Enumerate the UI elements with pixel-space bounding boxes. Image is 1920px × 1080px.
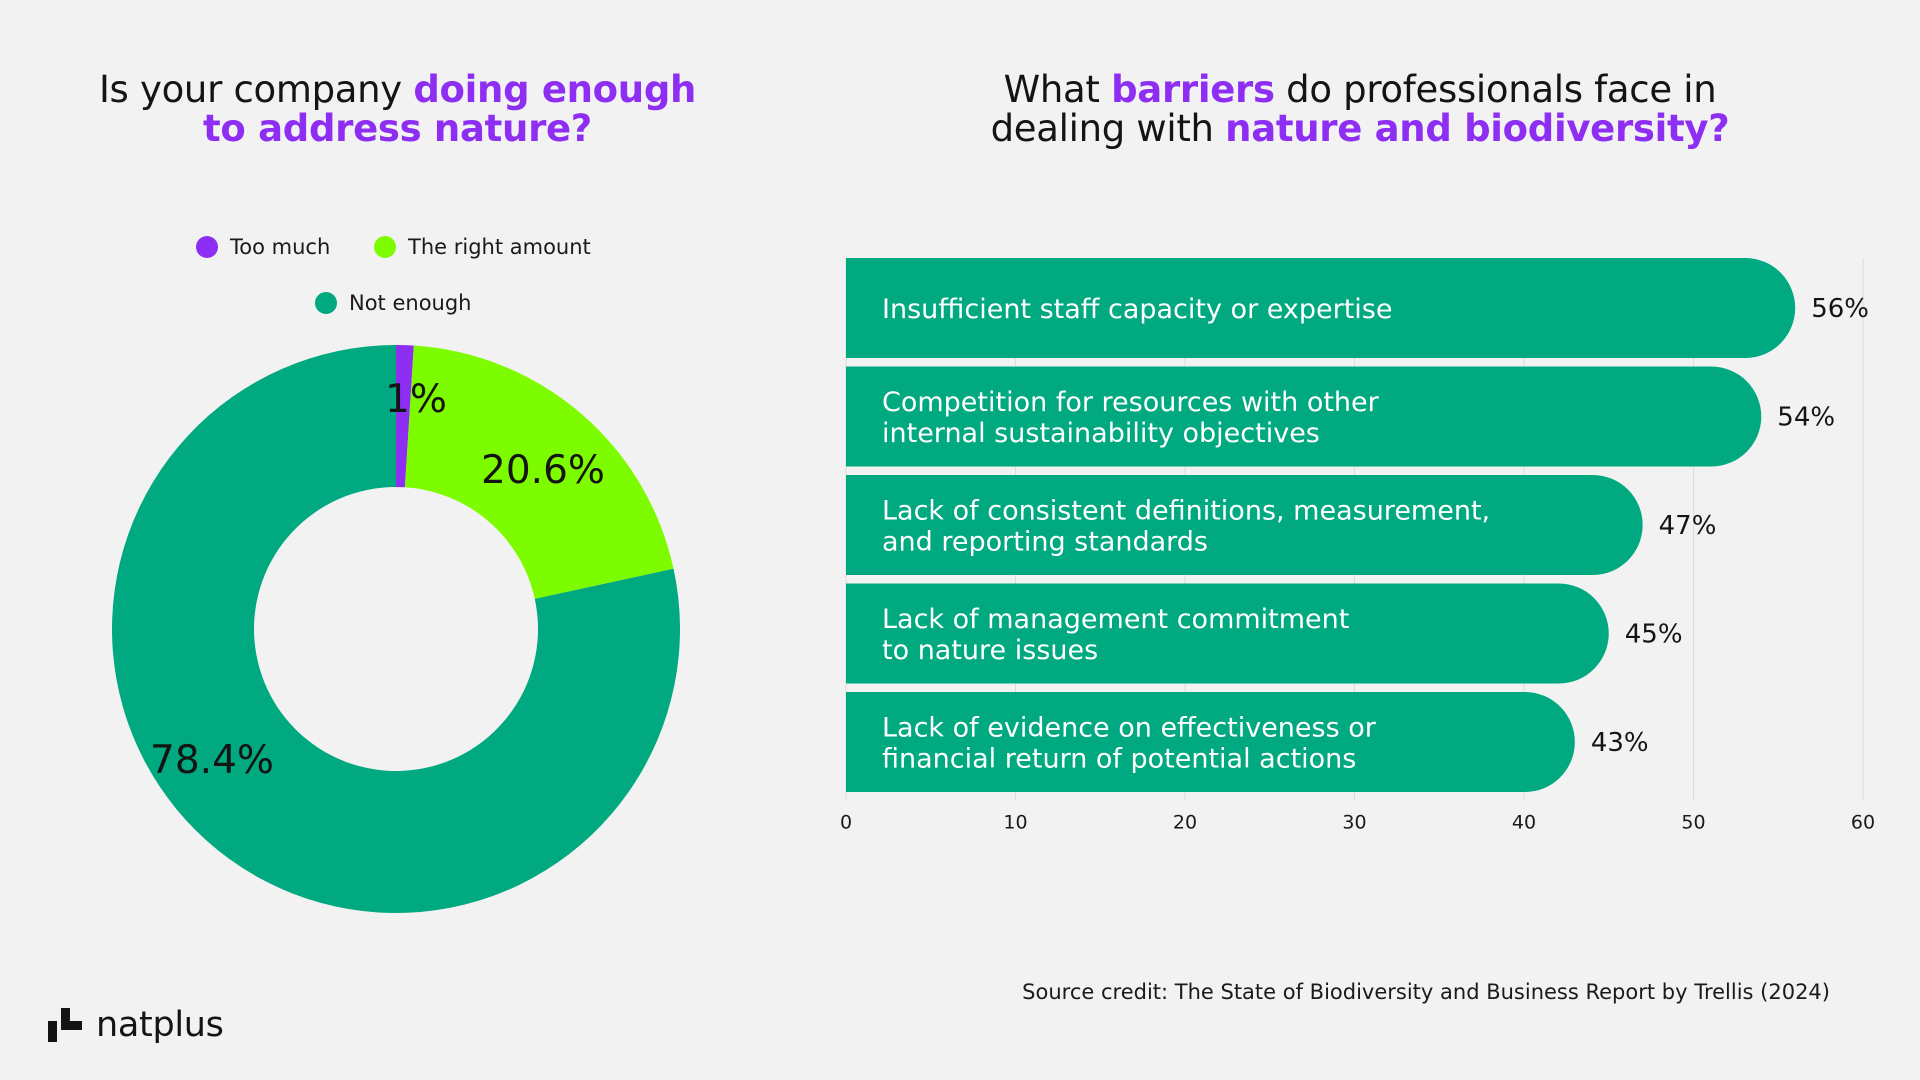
bar xyxy=(846,583,1609,684)
bar xyxy=(846,692,1575,792)
legend-dot-icon xyxy=(374,236,396,258)
bar-value-label: 45% xyxy=(1625,620,1683,650)
donut-chart: 1% 20.6% 78.4% xyxy=(111,344,680,913)
bar-title-text: What xyxy=(1003,68,1112,111)
source-credit: Source credit: The State of Biodiversity… xyxy=(1022,980,1830,1004)
x-tick-label: 0 xyxy=(840,812,852,834)
bar-category-label: and reporting standards xyxy=(882,527,1208,558)
bar-category-label: Insufficient staff capacity or expertise xyxy=(882,294,1392,325)
bar-category-label: Lack of consistent definitions, measurem… xyxy=(882,496,1490,527)
x-tick-label: 50 xyxy=(1681,812,1705,834)
bar-category-label: Competition for resources with other xyxy=(882,387,1380,418)
bar-value-label: 47% xyxy=(1659,511,1717,541)
legend-item-not-enough: Not enough xyxy=(315,291,472,315)
donut-chart-title: Is your company doing enough to address … xyxy=(0,70,795,148)
x-tick-label: 40 xyxy=(1512,812,1536,834)
donut-title-highlight-2: to address nature? xyxy=(203,107,592,150)
legend-label: Not enough xyxy=(349,291,472,315)
bar-category-label: internal sustainability objectives xyxy=(882,418,1320,449)
natplus-logo: natplus xyxy=(48,1005,224,1045)
bar-value-label: 43% xyxy=(1591,728,1649,758)
x-tick-label: 60 xyxy=(1851,812,1875,834)
bar xyxy=(846,258,1796,358)
bar-value-label: 56% xyxy=(1811,294,1869,324)
legend-label: Too much xyxy=(230,235,331,259)
donut-slice-not-enough xyxy=(111,344,680,913)
donut-slice-the-right-amount xyxy=(404,345,674,599)
x-tick-label: 10 xyxy=(1003,812,1027,834)
bar-title-highlight: barriers xyxy=(1111,68,1275,111)
bar-chart: 0 10 20 30 40 50 60 Insufficient staff capacity… xyxy=(840,258,1875,834)
donut-slice-label: 78.4% xyxy=(150,738,274,783)
bar-category-label: Lack of management commitment xyxy=(882,604,1349,635)
legend-label: The right amount xyxy=(408,235,591,259)
legend-item-right-amount: The right amount xyxy=(374,235,591,259)
bar-title-highlight-2: nature and biodiversity? xyxy=(1225,107,1730,150)
bar-category-label: financial return of potential actions xyxy=(882,744,1356,775)
bar-title-text-2: do professionals face in xyxy=(1274,68,1717,111)
bar-category-label: to nature issues xyxy=(882,635,1098,666)
donut-slice-label: 1% xyxy=(385,377,447,422)
natplus-logo-icon xyxy=(48,1008,82,1042)
bar xyxy=(846,366,1762,467)
legend-item-too-much: Too much xyxy=(196,235,330,259)
donut-slice-too-much xyxy=(396,345,414,488)
bar-title-text-3: dealing with xyxy=(990,107,1226,150)
legend-dot-icon xyxy=(315,292,337,314)
donut-title-highlight: doing enough xyxy=(413,68,697,111)
donut-slice-label: 20.6% xyxy=(481,448,605,493)
bar-category-label: Lack of evidence on effectiveness or xyxy=(882,713,1377,744)
bar-value-label: 54% xyxy=(1777,403,1835,433)
bar-chart-title: What barriers do professionals face in d… xyxy=(840,70,1880,148)
donut-title-text: Is your company xyxy=(98,68,414,111)
logo-text: natplus xyxy=(96,1005,224,1045)
bar xyxy=(846,475,1643,575)
x-tick-label: 20 xyxy=(1173,812,1197,834)
x-tick-label: 30 xyxy=(1342,812,1366,834)
legend-dot-icon xyxy=(196,236,218,258)
